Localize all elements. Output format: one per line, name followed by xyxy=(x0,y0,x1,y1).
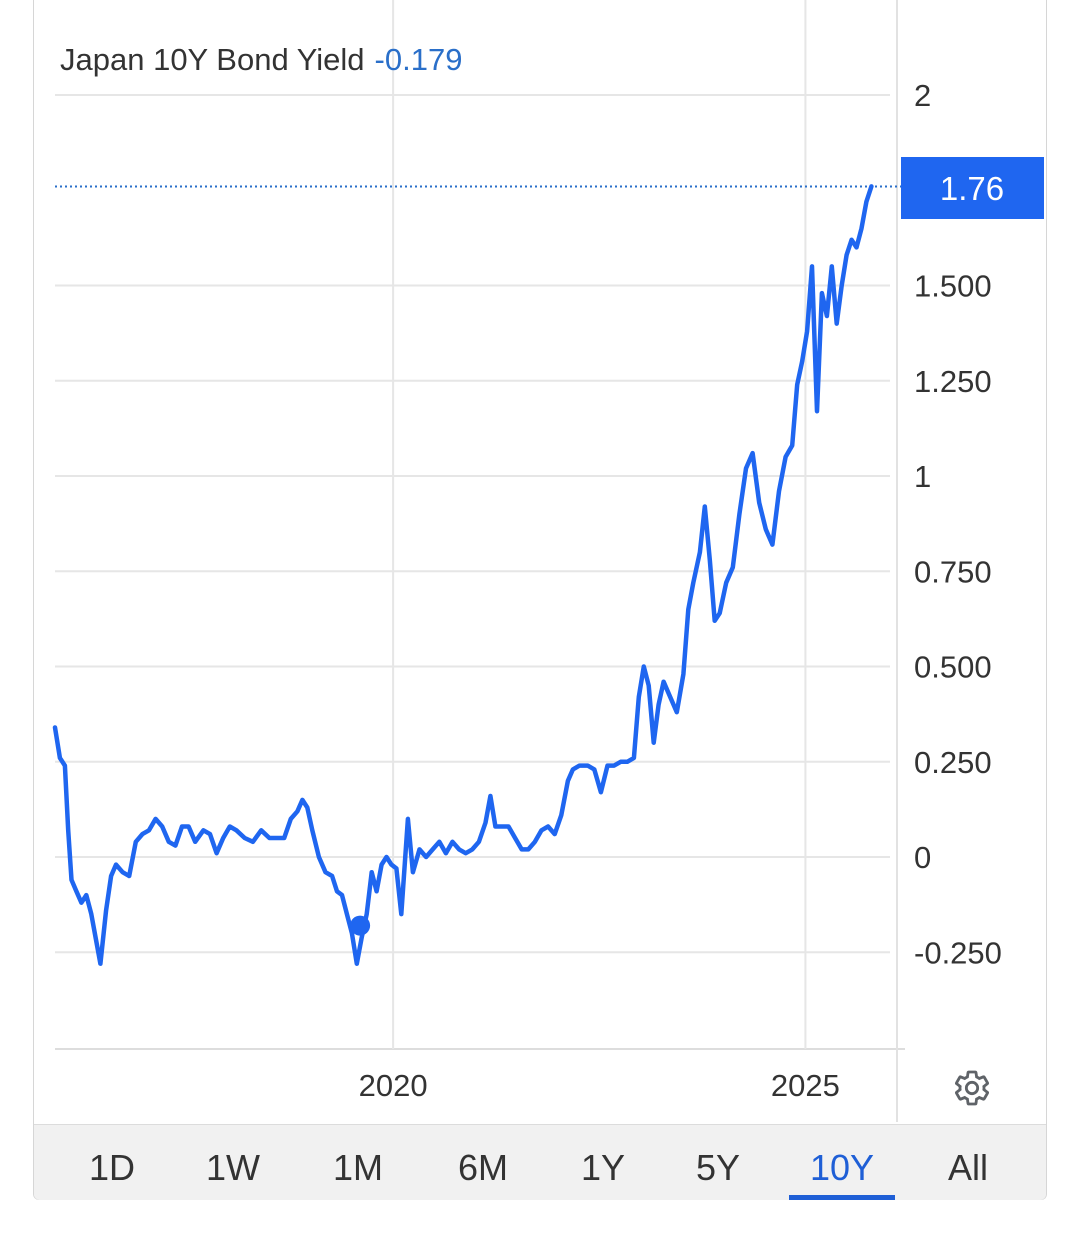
tab-5y[interactable]: 5Y xyxy=(695,1147,741,1188)
y-tick-label: 0.750 xyxy=(914,554,992,589)
last-value-label: 1.76 xyxy=(940,170,1004,207)
x-tick-label: 2020 xyxy=(359,1068,428,1103)
x-axis: 2020 2025 xyxy=(359,1068,840,1103)
x-grid xyxy=(392,0,807,1049)
y-tick-label: 0.250 xyxy=(914,745,992,780)
tab-6m[interactable]: 6M xyxy=(457,1147,508,1188)
y-tick-label: 0 xyxy=(914,840,931,875)
y-tick-label: 0.500 xyxy=(914,650,992,685)
x-tick-label: 2025 xyxy=(771,1068,840,1103)
range-tabs: 1D 1W 1M 6M 1Y 5Y 10Y All xyxy=(34,1124,1046,1200)
change-value: -0.179 xyxy=(374,42,463,77)
y-tick-label: -0.250 xyxy=(914,935,1002,970)
title-text: Japan 10Y Bond Yield xyxy=(60,42,365,77)
tab-1d[interactable]: 1D xyxy=(88,1147,136,1188)
y-tick-label: 1.500 xyxy=(914,269,992,304)
y-axis: 2 1.500 1.250 1 0.750 0.500 0.250 0 -0.250 xyxy=(914,78,1002,970)
chart-card xyxy=(33,0,1047,1200)
tab-1m[interactable]: 1M xyxy=(332,1147,383,1188)
tab-1w[interactable]: 1W xyxy=(206,1147,260,1188)
y-tick-label: 2 xyxy=(914,78,931,113)
series-line[interactable] xyxy=(52,184,874,966)
grid xyxy=(55,0,905,1122)
y-tick-label: 1 xyxy=(914,459,931,494)
last-value-badge: 1.76 xyxy=(901,157,1044,219)
y-tick-label: 1.250 xyxy=(914,364,992,399)
chart-title: Japan 10Y Bond Yield -0.179 xyxy=(60,42,462,78)
tab-all[interactable]: All xyxy=(947,1147,988,1188)
gear-icon[interactable] xyxy=(952,1068,992,1108)
tab-10y[interactable]: 10Y xyxy=(789,1125,895,1200)
hover-marker[interactable] xyxy=(350,915,371,936)
tab-1y[interactable]: 1Y xyxy=(580,1147,626,1188)
